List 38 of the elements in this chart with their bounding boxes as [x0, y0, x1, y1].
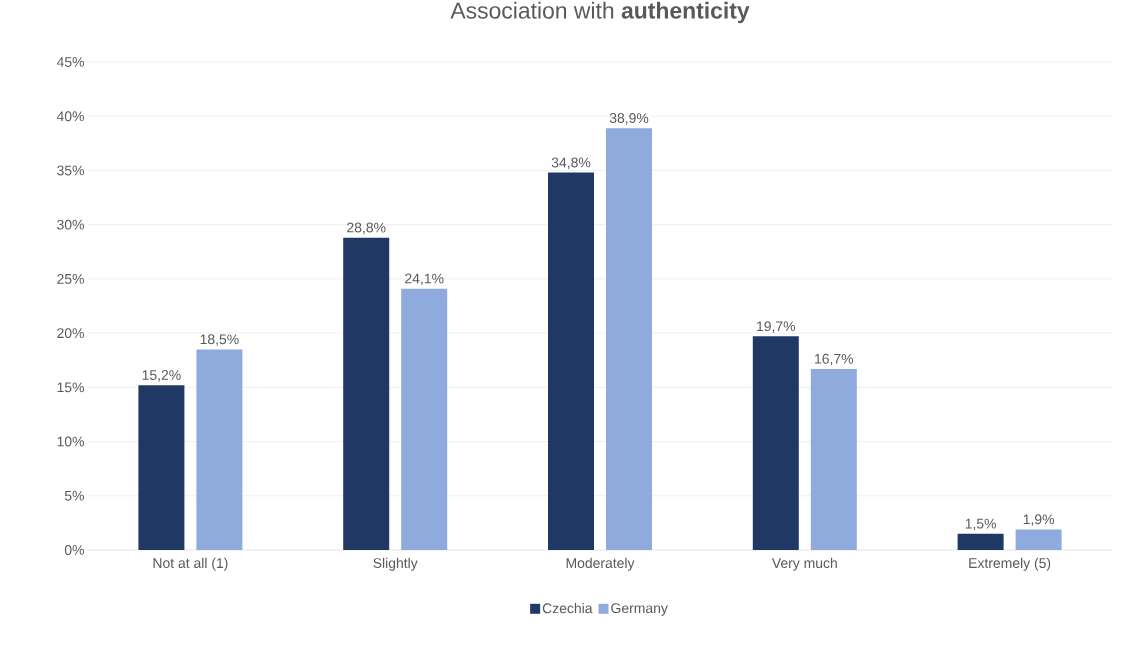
data-label: 38,9%: [609, 113, 649, 125]
data-label: 24,1%: [405, 273, 444, 286]
y-tick-label: 5%: [64, 490, 84, 501]
data-label: 1,5%: [965, 518, 996, 531]
y-tick-label: 35%: [57, 165, 84, 176]
bar: [957, 533, 1004, 550]
bar: [548, 172, 594, 550]
data-label: 15,2%: [142, 370, 181, 382]
y-tick-label: 30%: [57, 219, 84, 230]
y-tick-label: 10%: [57, 436, 84, 447]
bar: [1015, 529, 1062, 550]
data-label: 18,5%: [200, 334, 239, 346]
bar: [810, 368, 857, 550]
y-tick-label: 40%: [56, 111, 84, 122]
bar: [196, 349, 243, 550]
bar: [752, 336, 799, 550]
data-label: 16,7%: [815, 353, 854, 366]
y-tick-label: 15%: [57, 382, 84, 393]
x-tick-label: Moderately: [566, 557, 635, 571]
x-tick-label: Slightly: [373, 557, 418, 571]
data-label: 28,8%: [347, 222, 386, 235]
legend-label: Czechia: [542, 602, 593, 614]
chart-title: Association with authenticity: [450, 1, 750, 24]
bar: [343, 237, 390, 550]
x-tick-label: Extremely (5): [969, 557, 1051, 571]
data-label: 19,7%: [757, 321, 796, 333]
y-tick-label: 0%: [64, 545, 84, 555]
legend-label: Germany: [611, 603, 668, 616]
y-tick-label: 45%: [56, 57, 84, 67]
x-tick-label: Not at all (1): [153, 557, 228, 571]
data-label: 34,8%: [551, 157, 591, 170]
y-tick-label: 25%: [57, 273, 84, 284]
data-label: 1,9%: [1023, 514, 1054, 526]
x-tick-label: Very much: [771, 557, 837, 571]
bar: [138, 385, 185, 550]
bar: [401, 288, 448, 550]
bar: [606, 128, 652, 550]
y-tick-label: 20%: [57, 328, 84, 339]
